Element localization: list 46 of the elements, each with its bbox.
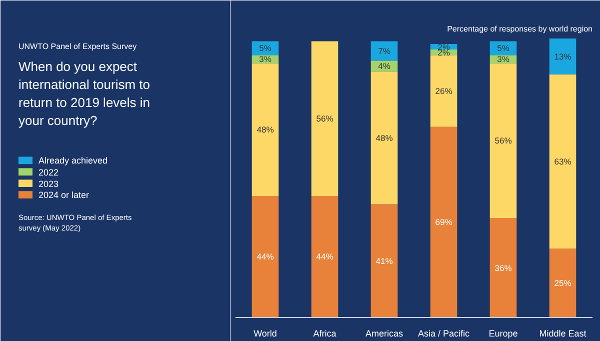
x-tick-label: Europe: [488, 328, 518, 338]
bar: [549, 38, 576, 74]
x-tick-label: Middle East: [539, 328, 587, 338]
bar: [311, 41, 338, 196]
bar: [311, 196, 338, 318]
data-label: 44%: [256, 252, 274, 262]
data-label: 7%: [378, 46, 391, 56]
x-tick-label: Africa: [313, 328, 336, 338]
data-label: 5%: [259, 43, 272, 54]
bar: [252, 63, 279, 196]
chart-subtitle: Percentage of responses by world region: [447, 24, 593, 34]
data-label: 48%: [256, 124, 274, 135]
data-label: 3%: [497, 54, 510, 64]
data-label: 13%: [554, 51, 572, 62]
bar: [370, 41, 398, 61]
data-label: 3%: [259, 54, 272, 64]
bar: [370, 204, 398, 318]
data-label: 56%: [316, 114, 334, 124]
data-label: 48%: [376, 132, 394, 143]
data-label: 5%: [497, 43, 510, 54]
data-label: 63%: [554, 156, 572, 166]
text: When do you expect international tourism to return to 2019 levels in your country?: [18, 58, 150, 128]
bar: [430, 126, 458, 318]
bar: [490, 218, 517, 318]
bar: [252, 196, 279, 318]
legend-label: Already achieved: [38, 155, 108, 166]
bar: [370, 72, 398, 204]
x-tick-label: World: [254, 328, 277, 338]
bar: [549, 74, 576, 248]
x-tick-label: Asia / Pacific: [418, 328, 470, 338]
legend-label: 2023: [38, 178, 59, 189]
data-label: 41%: [376, 256, 394, 266]
bar: [490, 63, 517, 218]
data-label: 56%: [494, 136, 512, 146]
bar: [549, 248, 576, 318]
bar: [430, 55, 458, 127]
data-label: 44%: [316, 252, 334, 262]
data-label: 69%: [435, 217, 453, 228]
data-label: 26%: [435, 86, 453, 96]
data-label: 36%: [494, 262, 512, 273]
x-tick-label: Americas: [365, 328, 404, 338]
data-label: 4%: [378, 61, 391, 72]
text: UNWTO Panel of Experts Survey: [18, 42, 137, 51]
data-label: 25%: [554, 278, 572, 288]
legend-label: 2022: [38, 167, 59, 178]
legend-label: 2024 or later: [38, 190, 90, 200]
